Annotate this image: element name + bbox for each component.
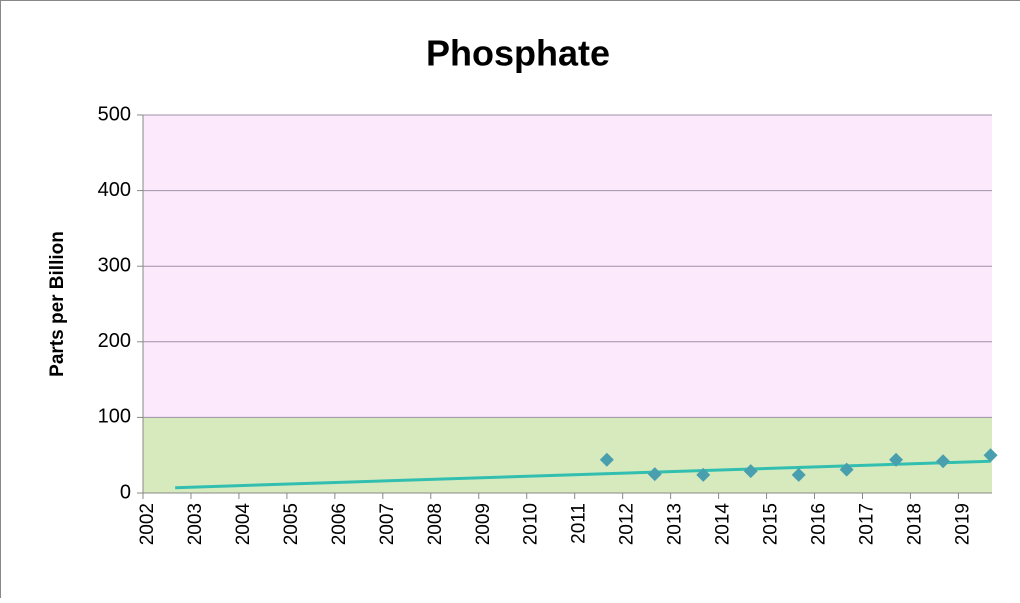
x-tick-label: 2009 [473,503,494,545]
x-tick-label: 2013 [665,503,686,545]
x-tick-label: 2005 [281,503,302,545]
x-tick-label: 2002 [137,503,158,545]
y-tick-label: 400 [98,179,131,201]
x-tick-label: 2008 [425,503,446,545]
y-tick-label: 200 [98,330,131,352]
x-tick-label: 2010 [521,503,542,545]
x-tick-label: 2015 [761,503,782,545]
x-tick-label: 2007 [377,503,398,545]
y-tick-label: 0 [120,481,131,503]
chart-title: Phosphate [426,33,610,74]
x-tick-label: 2003 [185,503,206,545]
x-tick-label: 2014 [713,503,734,546]
y-tick-label: 500 [98,103,131,125]
x-tick-label: 2017 [857,503,878,545]
x-tick-label: 2019 [952,503,973,545]
x-tick-label: 2018 [904,503,925,545]
y-tick-label: 300 [98,254,131,276]
x-tick-label: 2016 [809,503,830,545]
x-tick-label: 2006 [329,503,350,545]
y-axis-title: Parts per Billion [47,231,68,377]
y-tick-label: 100 [98,406,131,428]
x-tick-label: 2011 [569,503,590,544]
x-tick-label: 2012 [617,503,638,545]
x-tick-label: 2004 [233,503,254,546]
band [143,417,992,493]
